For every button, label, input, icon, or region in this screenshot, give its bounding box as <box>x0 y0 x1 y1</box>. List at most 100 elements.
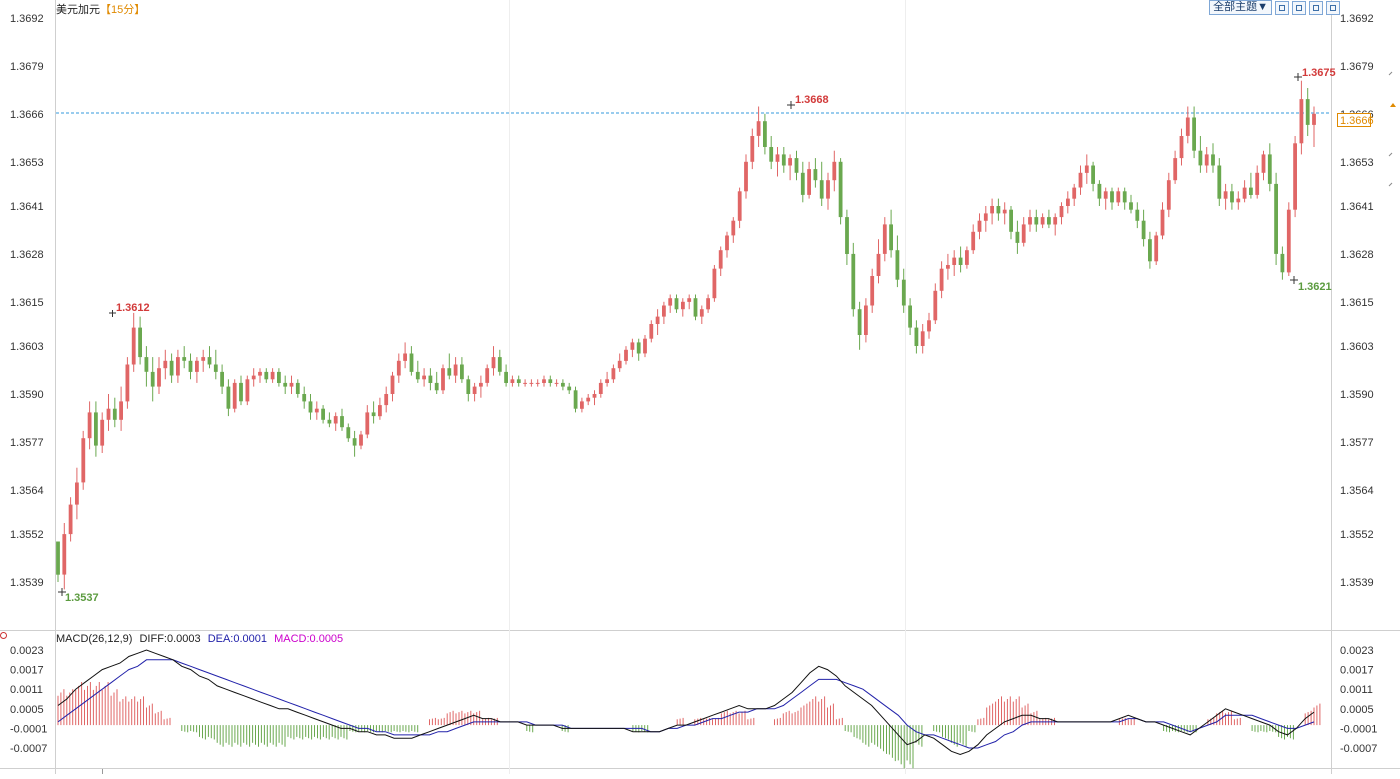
theme-select-button[interactable]: 全部主题▼ <box>1209 0 1272 15</box>
candle-body <box>188 360 193 372</box>
price-tick-label: 1.3628 <box>1340 249 1374 261</box>
macd-macd-value: MACD:0.0005 <box>274 633 344 645</box>
scroll-edge[interactable] <box>1388 71 1393 187</box>
candle-body <box>561 382 565 387</box>
candle-body <box>125 364 130 402</box>
candle-body <box>1015 231 1020 243</box>
candle-body <box>813 169 818 181</box>
price-tick-label: 1.3653 <box>1340 157 1374 169</box>
candle-body <box>1230 191 1234 203</box>
candle-body <box>239 382 243 402</box>
candle-body <box>232 382 237 409</box>
candle-body <box>1122 191 1127 203</box>
candle-body <box>390 375 395 394</box>
candle-body <box>1034 217 1039 225</box>
candle-body <box>220 371 224 387</box>
candle-body <box>447 368 452 376</box>
candle-body <box>756 121 761 136</box>
macd-tick-label: -0.0001 <box>1340 723 1377 735</box>
price-tick-label: 1.3679 <box>1340 61 1374 73</box>
candle-body <box>226 386 231 409</box>
candle-body <box>302 394 307 402</box>
candle-body <box>794 158 799 173</box>
macd-tick-label: 0.0017 <box>10 665 44 677</box>
candle-body <box>990 206 994 214</box>
macd-tick-label: 0.0005 <box>10 704 44 716</box>
svg-text:1.3666: 1.3666 <box>1340 115 1374 127</box>
candle-body <box>744 161 748 192</box>
candle-body <box>882 224 887 254</box>
fit-icon[interactable] <box>1292 0 1306 15</box>
candle-body <box>725 235 729 251</box>
candle-body <box>396 360 401 376</box>
candle-body <box>1028 217 1032 225</box>
candle-body <box>453 364 458 376</box>
candle-body <box>510 379 515 383</box>
indicator-settings-icon[interactable] <box>0 632 7 639</box>
end-icon[interactable] <box>1326 0 1340 15</box>
candle-body <box>687 298 692 302</box>
candle-body <box>876 253 881 276</box>
candle-body <box>327 419 332 424</box>
candle-body <box>144 357 149 372</box>
svg-text:1.3537: 1.3537 <box>65 592 99 604</box>
candle-body <box>800 172 805 195</box>
candle-body <box>346 427 351 439</box>
candle-body <box>1312 113 1316 125</box>
candle-body <box>1166 180 1171 210</box>
candle-body <box>314 408 319 413</box>
chart-toolbar: 全部主题▼ <box>1209 0 1340 15</box>
candle-body <box>56 541 60 575</box>
candle-body <box>441 368 445 391</box>
candle-body <box>169 360 174 376</box>
candle-body <box>1185 117 1190 136</box>
price-tick-label: 1.3564 <box>10 485 44 497</box>
candle-body <box>605 379 609 383</box>
macd-tick-label: 0.0023 <box>1340 645 1374 657</box>
candle-body <box>94 412 98 446</box>
candle-body <box>592 394 597 398</box>
candle-body <box>472 386 477 394</box>
candle-body <box>176 357 180 376</box>
candle-body <box>958 257 963 265</box>
price-tick-label: 1.3577 <box>1340 437 1374 449</box>
candle-body <box>838 161 843 218</box>
candle-body <box>636 342 641 354</box>
price-tick-label: 1.3552 <box>1340 529 1374 541</box>
candle-body <box>580 401 584 409</box>
candle-body <box>1053 217 1058 225</box>
candle-body <box>554 382 559 384</box>
candle-body <box>788 158 792 166</box>
candle-body <box>403 353 407 361</box>
macd-tick-label: 0.0005 <box>1340 704 1374 716</box>
candle-body <box>807 169 811 195</box>
crosshair-icon[interactable] <box>1275 0 1289 15</box>
candle-body <box>251 375 256 380</box>
play-icon[interactable] <box>1309 0 1323 15</box>
candle-body <box>485 368 490 383</box>
svg-text:1.3621: 1.3621 <box>1298 281 1332 293</box>
candle-body <box>1242 187 1247 199</box>
candle-body <box>1129 202 1133 210</box>
candle-body <box>87 412 92 439</box>
candle-body <box>668 298 673 306</box>
annotation-low-2: 1.3621 <box>1290 276 1332 293</box>
candle-body <box>535 382 540 384</box>
candle-body <box>706 298 710 310</box>
annotation-high-2: 1.3668 <box>787 94 829 109</box>
candle-body <box>1286 209 1291 273</box>
candle-body <box>1103 191 1108 199</box>
candle-body <box>1211 154 1215 166</box>
candle-body <box>1249 187 1253 195</box>
price-tick-label: 1.3666 <box>10 109 44 121</box>
macd-tick-label: -0.0007 <box>10 743 47 755</box>
candle-body <box>207 357 212 365</box>
candle-body <box>630 342 635 350</box>
candle-body <box>1192 117 1196 151</box>
candle-body <box>1078 172 1083 188</box>
candle-body <box>819 180 824 199</box>
candle-body <box>384 394 389 406</box>
candle-body <box>295 382 300 394</box>
candle-body <box>662 305 666 317</box>
